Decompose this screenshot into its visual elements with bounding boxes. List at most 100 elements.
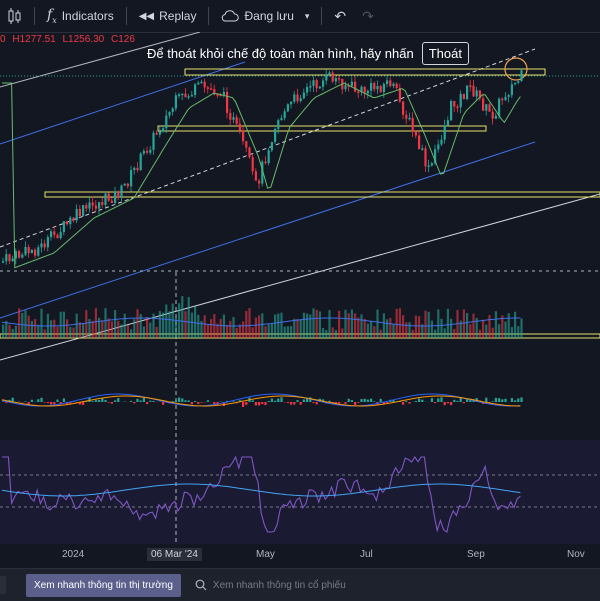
volume-bar: [450, 319, 452, 338]
undo-icon: ↶: [334, 8, 346, 25]
candle-body: [456, 107, 458, 109]
price-chart[interactable]: [0, 32, 600, 544]
macd-bar: [24, 401, 26, 402]
save-status-button[interactable]: Đang lưu ▾: [213, 0, 317, 32]
candle-body: [34, 250, 36, 256]
candle-body: [44, 243, 46, 247]
candle-body: [309, 86, 311, 88]
volume-bar: [287, 326, 289, 338]
macd-bar: [181, 398, 183, 402]
volume-bar: [136, 309, 138, 338]
volume-bar: [338, 311, 340, 338]
candle-body: [117, 191, 119, 198]
volume-bar: [335, 330, 337, 338]
time-axis[interactable]: 2024 06 Mar '24 May Jul Sep Nov: [0, 544, 600, 568]
candle-body: [248, 148, 250, 158]
volume-bar: [50, 320, 52, 338]
toolbar-divider: [321, 7, 322, 25]
macd-bar: [408, 402, 410, 404]
candle-body: [482, 98, 484, 110]
volume-bar: [444, 328, 446, 338]
candle-body: [338, 78, 340, 80]
candle-body: [8, 254, 10, 261]
volume-bar: [492, 328, 494, 338]
volume-bar: [8, 325, 10, 338]
macd-bar: [354, 402, 356, 405]
volume-bar: [504, 322, 506, 338]
macd-bar: [44, 402, 46, 403]
candle-body: [76, 209, 78, 220]
candle-body: [88, 202, 90, 208]
candle-body: [252, 157, 254, 171]
market-overview-button[interactable]: Xem nhanh thông tin thị trường: [26, 574, 181, 597]
macd-bar: [245, 402, 247, 405]
candle-body: [168, 112, 170, 115]
resistance-zone: [185, 69, 545, 75]
volume-bar: [156, 327, 158, 338]
volume-bar: [28, 316, 30, 338]
volume-bar: [168, 311, 170, 338]
volume-bar: [242, 321, 244, 338]
candle-body: [447, 120, 449, 125]
volume-bar: [18, 308, 20, 338]
macd-bar: [511, 398, 513, 402]
candle-body: [444, 125, 446, 139]
chart-layout-icon[interactable]: [0, 0, 30, 32]
volume-bar: [415, 316, 417, 338]
replay-button[interactable]: ◀◀ Replay: [131, 0, 205, 32]
candle-body: [351, 82, 353, 86]
rewind-icon: ◀◀: [139, 11, 154, 22]
macd-bar: [351, 400, 353, 402]
candle-body: [50, 231, 52, 237]
volume-bar: [453, 329, 455, 338]
exit-fullscreen-button[interactable]: Thoát: [422, 42, 469, 65]
volume-bar: [69, 327, 71, 338]
candle-body: [146, 151, 148, 153]
macd-bar: [232, 401, 234, 402]
macd-bar: [498, 398, 500, 402]
candle-body: [450, 101, 452, 120]
macd-bar: [344, 402, 346, 404]
volume-bar: [424, 311, 426, 338]
candle-body: [431, 163, 433, 165]
volume-bar: [351, 310, 353, 338]
candle-body: [207, 87, 209, 89]
volume-bar: [130, 329, 132, 338]
candle-body: [165, 116, 167, 129]
candle-body: [511, 84, 513, 95]
redo-button[interactable]: ↷: [354, 0, 382, 32]
stock-search-field[interactable]: Xem nhanh thông tin cổ phiếu: [195, 579, 346, 591]
macd-bar: [296, 400, 298, 402]
volume-bar: [2, 325, 4, 338]
undo-button[interactable]: ↶: [326, 0, 354, 32]
macd-bar: [152, 401, 154, 402]
volume-bar: [236, 328, 238, 338]
volume-bar: [124, 314, 126, 338]
indicators-button[interactable]: fx Indicators: [39, 0, 122, 32]
candle-body: [53, 231, 55, 234]
candle-body: [274, 129, 276, 142]
candle-body: [268, 150, 270, 163]
macd-bar: [136, 399, 138, 402]
candle-body: [184, 94, 186, 98]
volume-bar: [389, 318, 391, 338]
volume-bar: [328, 310, 330, 338]
volume-bar: [325, 330, 327, 338]
redo-icon: ↷: [362, 8, 374, 25]
dashed-trendline: [0, 49, 535, 247]
volume-bar: [165, 304, 167, 338]
macd-bar: [268, 401, 270, 402]
candle-body: [236, 117, 238, 124]
panel-toggle-tab[interactable]: [0, 576, 6, 594]
support-zone-lower: [45, 192, 600, 197]
macd-bar: [447, 402, 449, 403]
macd-bar: [47, 402, 49, 403]
volume-bar: [428, 312, 430, 338]
macd-bar: [386, 402, 388, 403]
candle-body: [140, 154, 142, 171]
volume-bar: [34, 319, 36, 338]
candle-body: [344, 85, 346, 89]
volume-bar: [37, 325, 39, 338]
candle-body: [245, 141, 247, 147]
candle-body: [72, 218, 74, 221]
